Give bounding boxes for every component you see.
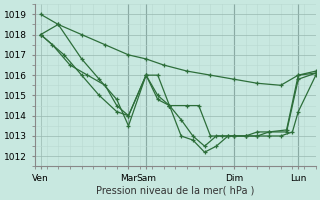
X-axis label: Pression niveau de la mer( hPa ): Pression niveau de la mer( hPa ) <box>96 186 254 196</box>
